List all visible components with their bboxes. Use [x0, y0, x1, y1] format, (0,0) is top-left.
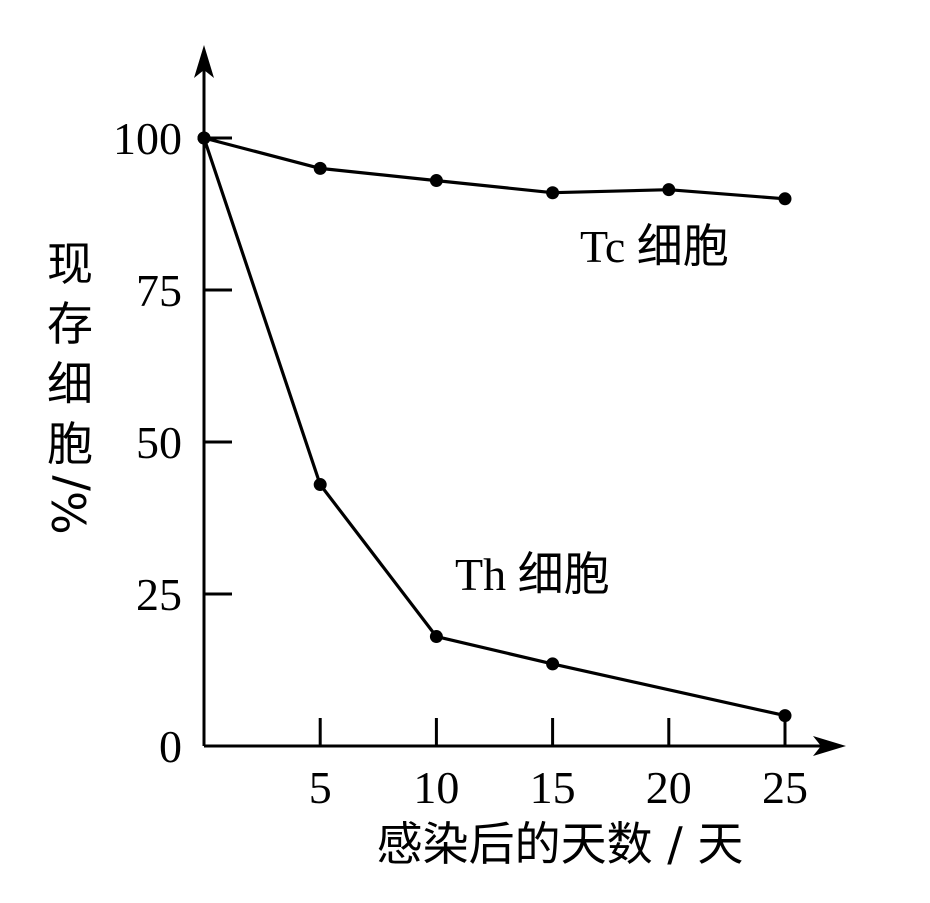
data-point [429, 630, 443, 644]
x-tick-label: 15 [530, 762, 576, 813]
series [197, 131, 792, 723]
data-point [778, 192, 792, 206]
x-axis-arrow [813, 736, 846, 756]
data-point [313, 161, 327, 175]
y-label-char: 细 [47, 357, 93, 411]
y-tick-label: 75 [136, 265, 182, 316]
data-point [429, 174, 443, 188]
x-axis-label: 感染后的天数 / 天 [377, 817, 744, 871]
axes [194, 45, 846, 756]
data-point [662, 183, 676, 197]
series-label-tc: Tc 细胞 [580, 221, 729, 272]
y-axis-arrow [194, 45, 214, 78]
y-label-char: 现 [47, 237, 93, 291]
data-point [778, 709, 792, 723]
x-tick-label: 20 [646, 762, 692, 813]
x-tick-label: 10 [413, 762, 459, 813]
x-tick-label: 5 [309, 762, 332, 813]
data-point [313, 478, 327, 492]
series-line-0 [203, 136, 786, 201]
y-tick-label: 100 [113, 113, 182, 164]
x-tick-label: 25 [762, 762, 808, 813]
y-label-unit: %/ [43, 475, 97, 535]
data-point [197, 131, 211, 145]
y-tick-label: 25 [136, 569, 182, 620]
series-label-th: Th 细胞 [455, 549, 610, 600]
ticks: 5 10 15 20 25 0 25 50 75 100 [113, 113, 808, 813]
data-point [546, 186, 560, 200]
y-tick-label: 0 [159, 721, 182, 772]
data-point [546, 657, 560, 671]
y-label-char: 存 [47, 297, 93, 351]
y-label-char: 胞 [47, 417, 93, 471]
y-tick-label: 50 [136, 417, 182, 468]
